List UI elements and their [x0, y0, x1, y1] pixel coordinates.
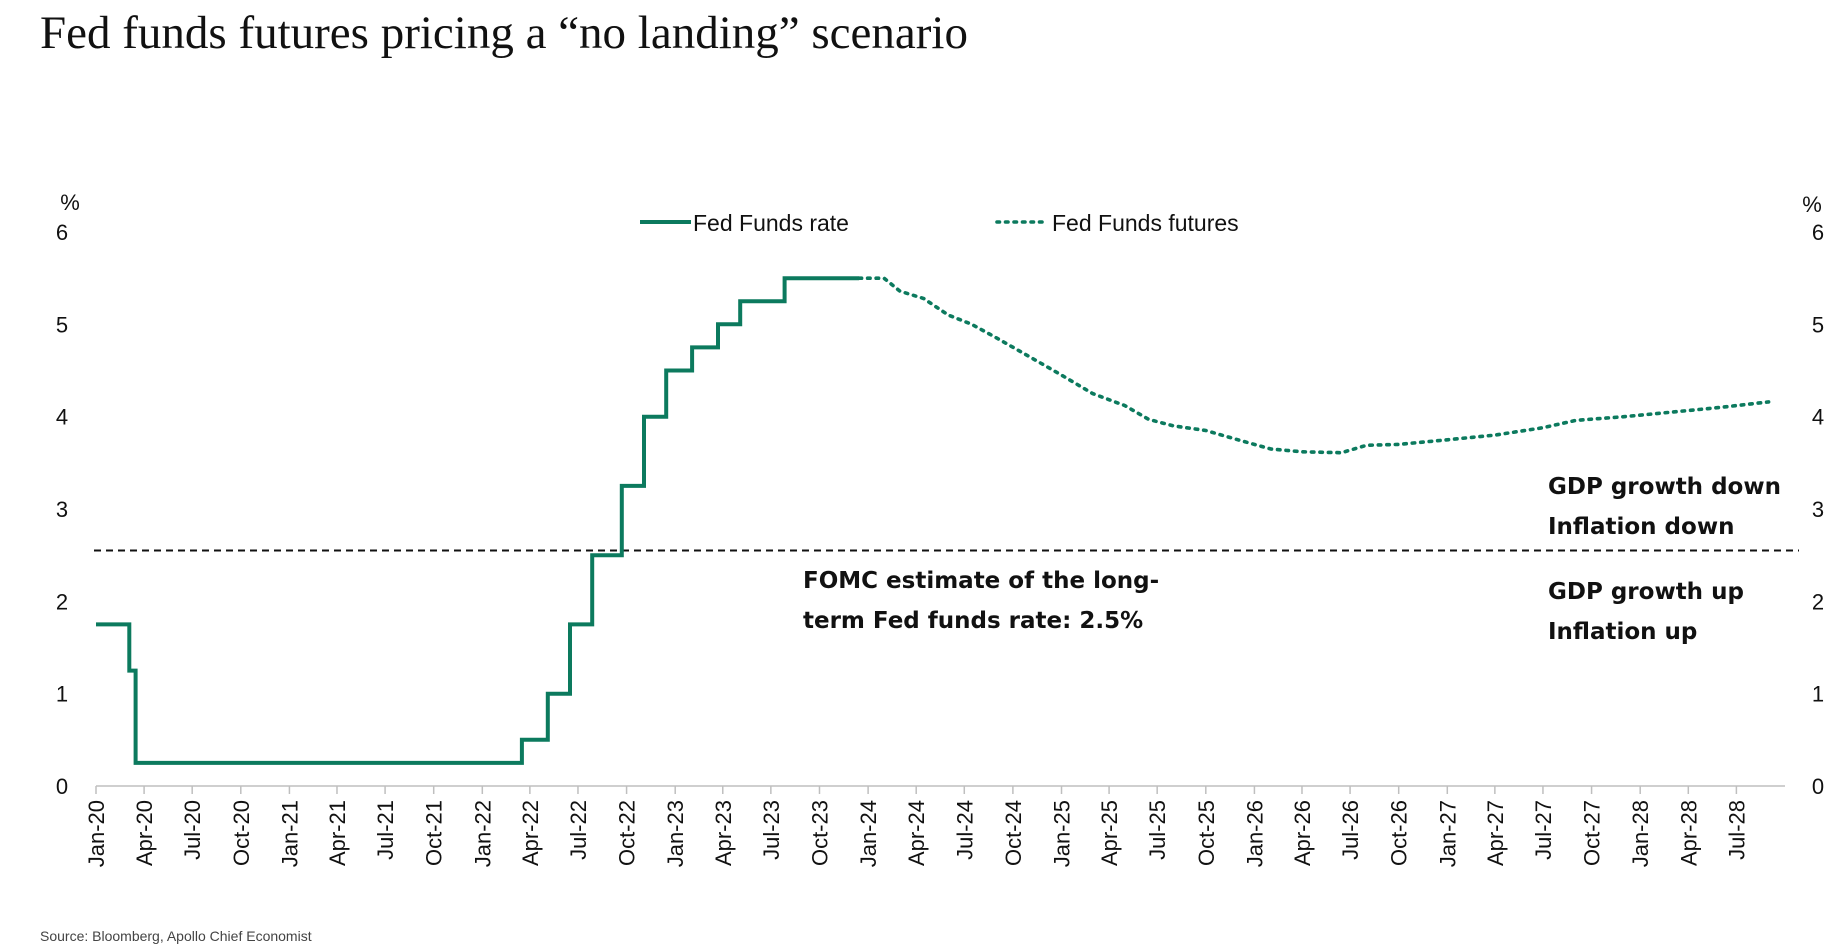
y-tick-label-left: 6 [56, 220, 68, 245]
x-tick-label: Jan-27 [1435, 800, 1460, 867]
x-tick-label: Oct-22 [615, 800, 640, 866]
y-tick-label-right: 1 [1812, 682, 1824, 707]
x-tick-label: Apr-21 [325, 800, 350, 866]
legend-label-fed-funds-rate: Fed Funds rate [693, 210, 849, 236]
y-tick-label-left: 1 [56, 682, 68, 707]
x-tick-label: Jul-23 [759, 800, 784, 860]
y-tick-label-right: 2 [1812, 589, 1824, 614]
series-layer [96, 276, 1771, 765]
x-tick-label: Jul-26 [1338, 800, 1363, 860]
y-tick-label-left: 0 [56, 774, 68, 799]
y-axis-right: % 0 1 2 3 4 5 6 [1802, 192, 1824, 799]
x-axis: Jan-20 Apr-20 Jul-20 Oct-20 Jan-21 Apr-21 Jul-… [84, 785, 1785, 867]
x-tick-label: Oct-24 [1001, 800, 1026, 866]
fomc-annotation-line-1: FOMC estimate of the long- [803, 568, 1159, 594]
x-tick-label: Apr-27 [1483, 800, 1508, 866]
x-tick-label: Apr-24 [904, 800, 929, 866]
x-tick-label: Jul-22 [566, 800, 591, 860]
x-tick-label: Jan-28 [1628, 800, 1653, 867]
x-tick-label: Oct-21 [422, 800, 447, 866]
y-axis-unit-right: % [1802, 192, 1822, 217]
x-tick-label: Oct-20 [229, 800, 254, 866]
y-tick-label-left: 2 [56, 589, 68, 614]
x-tick-label: Jan-26 [1242, 800, 1267, 867]
x-tick-label: Jan-21 [277, 800, 302, 867]
x-tick-label: Jul-28 [1724, 800, 1749, 860]
annotations: FOMC estimate of the long-term Fed funds… [803, 474, 1781, 645]
x-tick-label: Jul-24 [952, 800, 977, 860]
x-tick-label: Jan-22 [470, 800, 495, 867]
x-tick-label: Oct-27 [1580, 800, 1605, 866]
y-tick-label-right: 4 [1812, 405, 1824, 430]
x-tick-label: Apr-22 [518, 800, 543, 866]
source-note: Source: Bloomberg, Apollo Chief Economis… [40, 928, 312, 944]
x-tick-label: Oct-23 [807, 800, 832, 866]
annotation-below-line-1: GDP growth up [1548, 579, 1744, 605]
x-tick-label: Jul-20 [180, 800, 205, 860]
x-tick-label: Apr-20 [132, 800, 157, 866]
y-tick-label-left: 4 [56, 405, 68, 430]
page-title: Fed funds futures pricing a “no landing”… [40, 7, 968, 59]
annotation-below-line-2: Inflation up [1548, 619, 1697, 645]
x-tick-label: Jul-21 [373, 800, 398, 860]
y-tick-label-right: 0 [1812, 774, 1824, 799]
x-tick-label: Apr-25 [1097, 800, 1122, 866]
fomc-annotation-line-2: term Fed funds rate: 2.5% [803, 608, 1143, 634]
legend: Fed Funds rate Fed Funds futures [640, 210, 1239, 236]
y-tick-label-right: 3 [1812, 497, 1824, 522]
annotation-above-line-2: Inflation down [1548, 514, 1734, 540]
y-tick-label-left: 3 [56, 497, 68, 522]
x-tick-label: Apr-26 [1290, 800, 1315, 866]
x-tick-label: Oct-25 [1194, 800, 1219, 866]
series-fed-funds-rate [96, 276, 860, 765]
legend-label-fed-funds-futures: Fed Funds futures [1052, 210, 1239, 236]
x-tick-label: Apr-23 [711, 800, 736, 866]
x-tick-label: Jan-20 [84, 800, 109, 867]
y-axis-unit-left: % [60, 190, 80, 215]
y-tick-label-left: 5 [56, 312, 68, 337]
y-tick-label-right: 5 [1812, 312, 1824, 337]
x-tick-label: Oct-26 [1387, 800, 1412, 866]
annotation-above-line-1: GDP growth down [1548, 474, 1781, 500]
y-tick-label-right: 6 [1812, 220, 1824, 245]
x-tick-label: Jul-27 [1531, 800, 1556, 860]
x-tick-label: Jul-25 [1145, 800, 1170, 860]
series-fed-funds-futures [857, 276, 1771, 455]
x-tick-label: Jan-24 [856, 800, 881, 867]
x-tick-label: Apr-28 [1676, 800, 1701, 866]
x-tick-label: Jan-25 [1050, 800, 1075, 867]
y-axis-left: % 0 1 2 3 4 5 6 [56, 190, 80, 799]
x-tick-label: Jan-23 [663, 800, 688, 867]
